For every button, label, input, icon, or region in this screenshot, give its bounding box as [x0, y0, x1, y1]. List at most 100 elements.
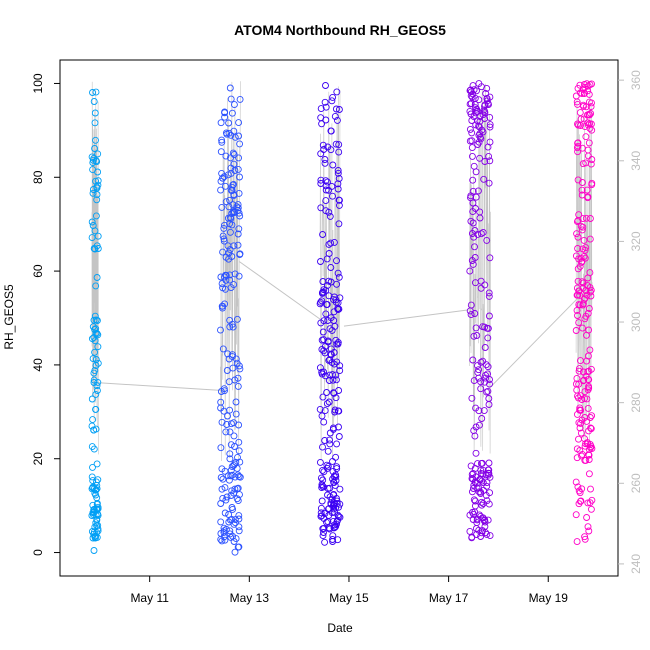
data-point — [483, 324, 491, 332]
y2-tick-label: 260 — [629, 473, 643, 493]
data-point — [486, 113, 494, 121]
data-point — [317, 105, 325, 113]
data-point — [327, 351, 335, 359]
data-point — [217, 388, 225, 395]
data-point — [230, 127, 238, 135]
data-point — [332, 105, 340, 113]
data-point — [90, 426, 98, 434]
data-point — [318, 120, 326, 128]
data-point — [580, 102, 587, 110]
data-point — [230, 462, 238, 470]
data-point — [468, 152, 476, 160]
data-point — [231, 516, 239, 524]
data-point — [484, 387, 492, 395]
data-point — [232, 410, 240, 418]
trace-line-flight-4 — [469, 83, 491, 454]
trace-connector-flight-4 — [490, 297, 579, 387]
plot-frame — [59, 59, 619, 577]
data-point — [231, 167, 239, 174]
series-flight-5 — [572, 80, 596, 546]
data-point — [234, 204, 242, 212]
data-point — [468, 394, 476, 402]
trace-line-flight-2 — [220, 81, 241, 462]
data-point — [486, 121, 494, 129]
data-point — [325, 398, 333, 406]
data-point — [324, 447, 332, 455]
data-point — [469, 508, 476, 516]
data-point — [230, 281, 238, 289]
data-point — [323, 461, 331, 469]
data-point — [231, 473, 239, 481]
data-point — [322, 186, 330, 194]
data-point — [316, 364, 324, 372]
data-point — [482, 371, 489, 379]
data-point — [579, 144, 586, 152]
data-point — [89, 89, 96, 96]
plot-area: May 11 May 13 May 15 May 17 May 19 0 20 40 60 80 1… — [31, 59, 643, 605]
data-point — [333, 116, 341, 124]
data-point — [94, 168, 102, 176]
data-point — [231, 485, 239, 493]
data-point — [581, 535, 589, 543]
data-point — [89, 463, 96, 471]
data-point — [229, 323, 237, 331]
data-point — [335, 273, 343, 281]
data-point — [471, 497, 479, 505]
data-point — [219, 494, 227, 502]
y2-tick-label: 320 — [629, 231, 643, 251]
data-point — [336, 367, 344, 375]
data-point — [336, 294, 344, 302]
data-point — [583, 80, 591, 88]
data-point — [325, 277, 333, 285]
trace-line-flight-3 — [319, 86, 341, 461]
data-point — [477, 533, 485, 540]
data-point — [88, 395, 96, 403]
data-point — [321, 159, 329, 167]
data-point — [327, 350, 335, 358]
data-point — [232, 398, 240, 406]
data-point — [94, 177, 102, 185]
data-point — [480, 407, 488, 415]
data-point — [578, 485, 586, 493]
data-point — [229, 364, 237, 372]
data-point — [319, 443, 326, 451]
data-point — [92, 405, 99, 413]
data-point — [576, 447, 584, 454]
data-point — [217, 398, 225, 406]
data-point — [333, 257, 340, 265]
data-point — [328, 359, 336, 366]
data-point — [231, 548, 239, 556]
data-point — [586, 441, 594, 448]
data-point — [234, 165, 242, 173]
data-point — [322, 116, 330, 124]
data-point — [472, 449, 480, 457]
data-point — [473, 332, 481, 339]
data-point — [221, 300, 229, 308]
y-tick-label: 40 — [31, 358, 45, 372]
data-point — [222, 152, 230, 160]
data-point — [585, 305, 593, 312]
data-point — [316, 405, 324, 413]
data-point — [332, 140, 340, 148]
data-point — [573, 410, 581, 418]
data-point — [221, 467, 229, 475]
data-point — [92, 362, 100, 369]
data-point — [217, 518, 225, 526]
data-point — [483, 388, 491, 396]
data-point — [321, 510, 329, 518]
data-point — [577, 222, 585, 230]
data-point — [332, 296, 340, 304]
data-point — [485, 459, 493, 467]
data-point — [94, 378, 102, 386]
data-point — [475, 488, 483, 496]
data-point — [325, 512, 333, 519]
data-point — [224, 350, 232, 358]
trace-connector-flight-3 — [343, 309, 469, 327]
data-point — [88, 422, 96, 430]
data-point — [236, 95, 244, 103]
data-point — [333, 463, 341, 471]
data-point — [586, 269, 594, 277]
data-point — [577, 254, 585, 262]
data-point — [321, 437, 329, 444]
data-point — [333, 88, 341, 96]
